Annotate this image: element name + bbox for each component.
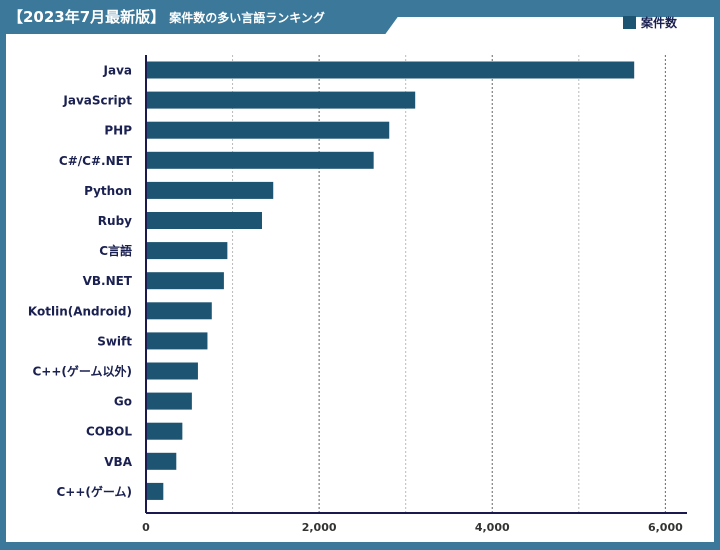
category-label: VB.NET	[83, 274, 133, 288]
bar-11	[146, 392, 192, 410]
bar-0	[146, 61, 635, 79]
category-label: C++(ゲーム以外)	[32, 364, 132, 379]
legend-label: 案件数	[641, 16, 678, 30]
legend-swatch	[623, 16, 636, 29]
x-tick-label: 2,000	[302, 521, 337, 534]
bar-10	[146, 362, 198, 380]
legend: 案件数	[623, 14, 677, 31]
title-sub: 案件数の多い言語ランキング	[169, 11, 325, 25]
category-label: Swift	[97, 334, 132, 348]
bar-3	[146, 151, 374, 169]
x-tick-label: 0	[142, 521, 150, 534]
bar-13	[146, 452, 177, 470]
category-label: PHP	[104, 124, 132, 138]
chart-title: 【2023年7月最新版】 案件数の多い言語ランキング	[8, 6, 325, 27]
category-label: Python	[84, 184, 132, 198]
bar-6	[146, 242, 228, 260]
category-label: VBA	[104, 455, 132, 469]
category-label: JavaScript	[62, 94, 132, 108]
bar-7	[146, 272, 224, 290]
category-label: C#/C#.NET	[59, 154, 133, 168]
category-label: C++(ゲーム)	[56, 484, 132, 499]
bar-4	[146, 181, 274, 199]
x-tick-label: 4,000	[475, 521, 510, 534]
category-label: COBOL	[86, 425, 132, 439]
bar-14	[146, 482, 164, 500]
bar-8	[146, 302, 212, 320]
title-main: 【2023年7月最新版】	[8, 8, 166, 26]
x-tick-label: 6,000	[648, 521, 683, 534]
title-banner: 【2023年7月最新版】 案件数の多い言語ランキング	[0, 0, 410, 34]
category-label: Ruby	[98, 214, 132, 228]
bar-1	[146, 91, 416, 109]
category-label: Kotlin(Android)	[28, 304, 132, 318]
bar-9	[146, 332, 208, 350]
bar-2	[146, 121, 390, 139]
category-label: C言語	[99, 243, 132, 258]
category-label: Go	[114, 395, 132, 409]
category-label: Java	[103, 64, 132, 78]
bar-12	[146, 422, 183, 440]
bar-5	[146, 212, 262, 229]
